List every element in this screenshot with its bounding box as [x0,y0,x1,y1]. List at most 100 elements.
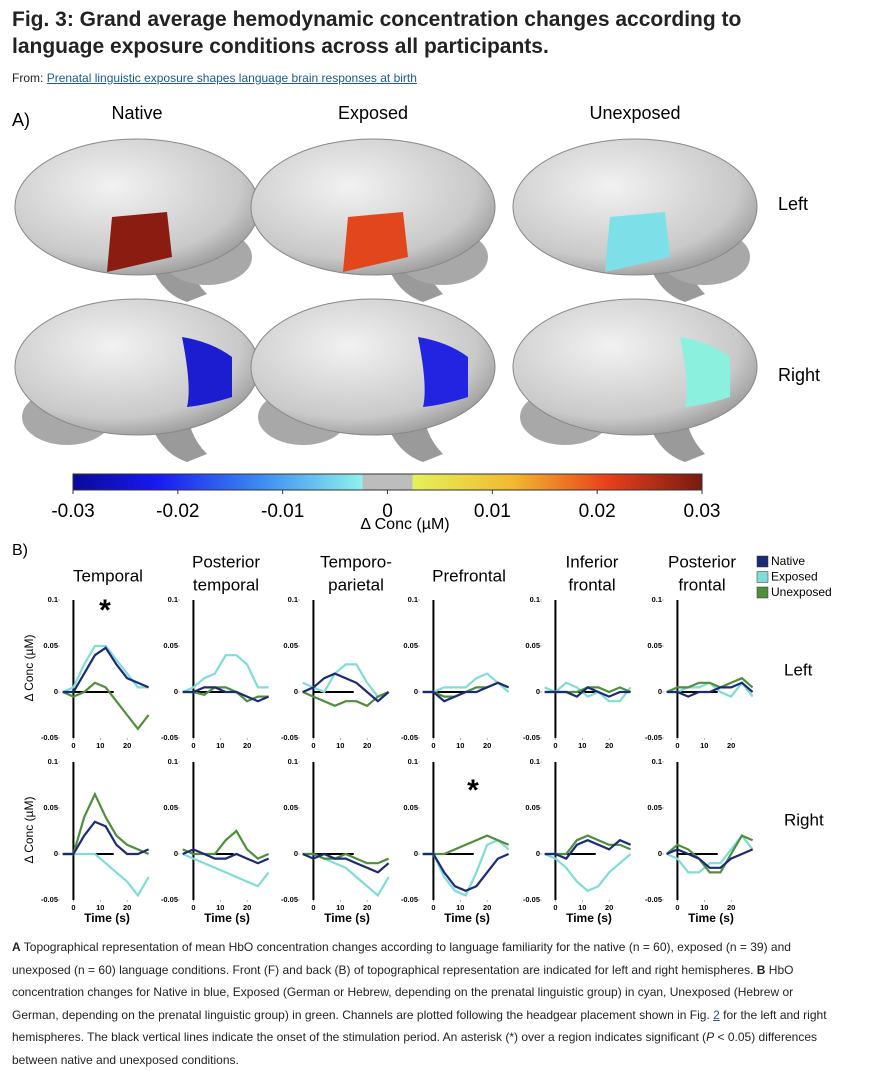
series-line [422,681,510,703]
y-tick-label: 0.1 [408,595,418,604]
y-tick-label: 0.1 [408,757,418,766]
y-tick-label: 0 [54,849,58,858]
y-tick-label: -0.05 [161,733,178,742]
y-tick-label: -0.05 [281,895,298,904]
x-tick-label: 0 [191,741,195,750]
region-title: parietal [328,575,384,594]
series-line [666,681,754,698]
series-line [544,838,632,860]
series-line [302,663,390,698]
activation-patch [182,337,232,407]
region-title: Posterior [192,552,260,571]
y-tick-label: 0.1 [652,595,662,604]
y-tick-label: 0.05 [43,803,58,812]
series-line [544,681,632,703]
legend-label: Native [771,554,805,568]
y-tick-label: 0.1 [168,595,178,604]
legend-label: Exposed [771,570,818,584]
row-label: Right [784,810,824,829]
brain-image [512,298,758,462]
caption-label: A [12,940,21,954]
column-title: Exposed [338,103,408,123]
y-tick-label: 0.1 [652,757,662,766]
y-tick-label: -0.05 [401,733,418,742]
caption-label: B [756,962,766,977]
y-tick-label: 0 [174,687,178,696]
colorbar-tick-label: 0.03 [684,501,721,522]
figure-link[interactable]: 2 [713,1007,720,1022]
panel-b-label: B) [12,542,28,559]
caption-text: for the left and right hemispheres. The … [12,1007,827,1045]
x-tick-label: 10 [216,903,224,912]
brain-hemisphere [250,138,496,276]
y-tick-label: 0 [658,849,662,858]
x-tick-label: 10 [578,903,586,912]
colorbar-tick-label: -0.02 [156,501,199,522]
region-title: Temporo- [320,552,392,571]
legend-swatch [756,571,769,583]
series-line [544,852,632,893]
column-title: Native [111,103,162,123]
significance-marker: * [467,774,479,807]
series-line [302,852,390,865]
series-line [666,676,754,694]
legend-label: Unexposed [771,585,832,599]
from-label: From: [12,71,44,85]
series-line [62,820,150,856]
y-tick-label: 0 [414,687,418,696]
x-tick-label: 20 [727,741,735,750]
x-tick-label: 10 [578,741,586,750]
x-tick-label: 20 [363,741,371,750]
row-label: Left [778,194,808,214]
y-tick-label: 0.1 [530,757,540,766]
y-tick-label: 0.05 [43,641,58,650]
series-line [182,848,270,865]
colorbar-tick-label: 0.01 [474,501,511,522]
brain-image [14,298,260,462]
y-tick-label: 0.05 [283,641,298,650]
x-tick-label: 10 [456,741,464,750]
figure: A) B) Native Exposed UnexposedLeftRight-0.… [12,103,832,925]
region-title: frontal [568,575,615,594]
x-tick-label: 20 [605,741,613,750]
y-tick-label: -0.05 [645,895,662,904]
region-title: temporal [193,575,259,594]
x-tick-label: 0 [553,903,557,912]
y-tick-label: 0.05 [525,803,540,812]
y-tick-label: 0.05 [163,641,178,650]
y-tick-label: 0 [294,687,298,696]
series-line [422,852,510,892]
series-line [62,852,150,898]
brain-image [250,138,496,302]
x-tick-label: 0 [553,741,557,750]
row-label: Right [778,365,820,385]
colorbar-label: Δ Conc (µM) [360,516,449,533]
caption-text: Topographical representation of mean HbO… [12,940,791,977]
colorbar-tick-label: 0.02 [579,501,616,522]
y-tick-label: 0.05 [163,803,178,812]
series-line [302,672,390,703]
y-axis-label: Δ Conc (µM) [22,635,36,702]
activation-patch [418,337,468,407]
caption: A Topographical representation of mean H… [12,936,840,1071]
figure-title: Fig. 3: Grand average hemodynamic concen… [12,8,742,58]
y-tick-label: 0 [54,687,58,696]
y-tick-label: 0.1 [288,757,298,766]
source-link[interactable]: Prenatal linguistic exposure shapes lang… [46,71,417,85]
y-tick-label: 0.1 [48,757,58,766]
series-line [62,644,149,694]
caption-text: HbO concentration changes for Native in … [12,962,794,1022]
series-line [302,852,390,898]
x-tick-label: 20 [727,903,735,912]
y-tick-label: -0.05 [645,733,662,742]
x-tick-label: 0 [431,741,435,750]
x-axis-label: Time (s) [566,911,612,925]
x-tick-label: 0 [71,741,75,750]
region-title: Prefrontal [432,566,506,585]
series-line [182,686,270,703]
x-tick-label: 10 [216,741,224,750]
y-tick-label: 0.05 [283,803,298,812]
y-tick-label: -0.05 [41,895,58,904]
activation-patch [605,212,670,272]
x-axis-label: Time (s) [204,911,250,925]
